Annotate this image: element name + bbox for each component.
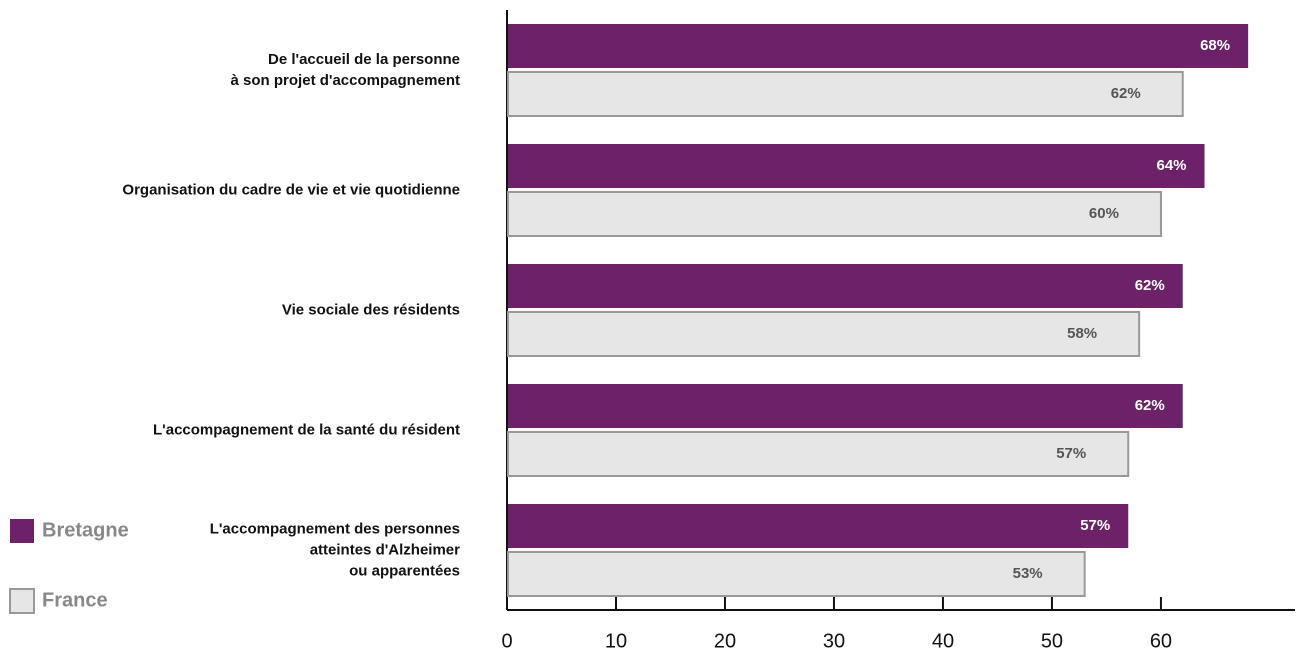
bar (508, 144, 1205, 188)
legend-label: France (42, 589, 108, 611)
legend-swatch (10, 519, 34, 543)
x-tick-label: 10 (605, 630, 627, 652)
value-label: 62% (1111, 85, 1141, 102)
category-label: Vie sociale des résidents (281, 301, 460, 319)
bar (508, 24, 1249, 68)
legend-label: Bretagne (42, 519, 129, 541)
bar (507, 191, 1162, 237)
category-label: L'accompagnement des personnes atteintes… (209, 520, 460, 580)
bar (508, 264, 1183, 308)
bar (508, 384, 1183, 428)
value-label: 62% (1135, 277, 1165, 294)
bar (508, 504, 1129, 548)
bar (507, 71, 1184, 117)
x-tick-label: 40 (932, 630, 954, 652)
value-label: 57% (1080, 517, 1110, 534)
value-label: 58% (1067, 325, 1097, 342)
bar (507, 311, 1141, 357)
x-tick-label: 30 (823, 630, 845, 652)
legend-swatch (9, 588, 35, 614)
category-label: L'accompagnement de la santé du résident (153, 421, 460, 439)
value-label: 62% (1135, 397, 1165, 414)
value-label: 60% (1089, 205, 1119, 222)
bar (507, 431, 1130, 477)
value-label: 64% (1157, 157, 1187, 174)
x-tick-label: 0 (501, 630, 512, 652)
bar (507, 551, 1086, 597)
value-label: 57% (1056, 445, 1086, 462)
x-tick-label: 60 (1150, 630, 1172, 652)
value-label: 68% (1200, 37, 1230, 54)
value-label: 53% (1013, 565, 1043, 582)
category-label: De l'accueil de la personne à son projet… (230, 51, 460, 89)
x-tick-label: 20 (714, 630, 736, 652)
category-label: Organisation du cadre de vie et vie quot… (122, 181, 460, 199)
x-tick-label: 50 (1041, 630, 1063, 652)
